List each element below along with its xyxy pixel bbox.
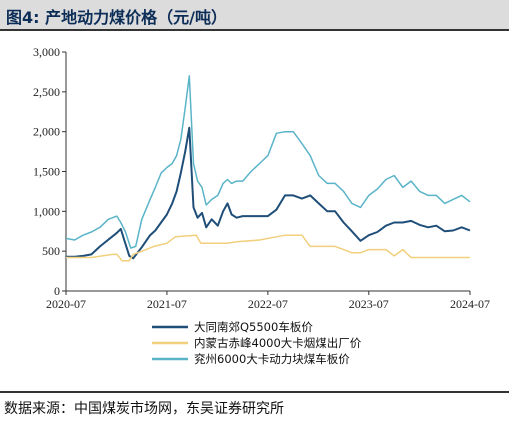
x-tick-label: 2020-07 bbox=[46, 297, 86, 311]
title-bar: 图4: 产地动力煤价格（元/吨） bbox=[0, 0, 509, 29]
bottom-rule bbox=[0, 391, 509, 393]
legend: 大同南郊Q5500车板价内蒙古赤峰4000大卡烟煤出厂价兖州6000大卡动力块煤… bbox=[152, 320, 362, 366]
series-line-3 bbox=[65, 75, 471, 249]
x-axis: 2020-07 2021-07 2022-07 2023-07 2024-07 bbox=[46, 290, 490, 311]
legend-label-2: 内蒙古赤峰4000大卡烟煤出厂价 bbox=[194, 336, 362, 350]
x-tick-label: 2022-07 bbox=[248, 297, 288, 311]
series-line-2 bbox=[66, 234, 470, 262]
y-tick-label: 2,000 bbox=[33, 125, 60, 139]
plot-area bbox=[65, 75, 471, 262]
x-tick-label: 2024-07 bbox=[450, 297, 490, 311]
legend-label-3: 兖州6000大卡动力块煤车板价 bbox=[194, 352, 350, 366]
x-tick-label: 2021-07 bbox=[147, 297, 187, 311]
y-axis: 0 500 1,000 1,500 2,000 2,500 3,000 bbox=[33, 45, 67, 298]
y-tick-label: 1,500 bbox=[33, 165, 60, 179]
legend-label-1: 大同南郊Q5500车板价 bbox=[194, 320, 313, 334]
top-rule bbox=[0, 29, 509, 31]
y-tick-label: 2,500 bbox=[33, 85, 60, 99]
source-note: 数据来源：中国煤炭市场网，东吴证券研究所 bbox=[4, 401, 284, 417]
y-tick-label: 3,000 bbox=[33, 45, 60, 59]
y-tick-label: 500 bbox=[42, 244, 60, 258]
y-tick-label: 1,000 bbox=[33, 204, 60, 218]
chart-title: 图4: 产地动力煤价格（元/吨） bbox=[6, 8, 227, 27]
x-tick-label: 2023-07 bbox=[349, 297, 389, 311]
y-tick-label: 0 bbox=[54, 284, 60, 298]
